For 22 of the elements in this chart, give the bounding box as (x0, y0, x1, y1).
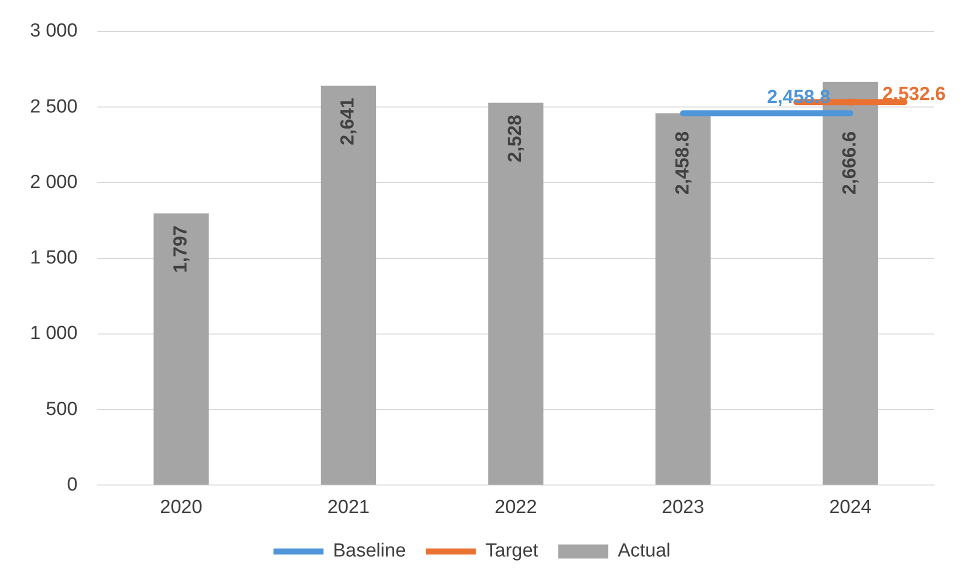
x-tick-label: 2023 (662, 496, 704, 518)
y-tick-label: 1 500 (30, 248, 78, 269)
x-tick-label: 2021 (327, 496, 370, 518)
x-tick-label: 2020 (160, 496, 202, 518)
y-tick-label: 1 000 (30, 323, 78, 344)
data-label: 2,666.6 (840, 131, 861, 195)
y-tick-label: 0 (66, 474, 78, 496)
x-tick-label: 2024 (829, 496, 872, 518)
data-label: 2,532.6 (882, 84, 946, 105)
data-label: 2,641 (338, 97, 359, 146)
y-tick-label: 500 (46, 398, 78, 420)
legend-label: Actual (618, 540, 671, 562)
x-tick-label: 2022 (494, 496, 537, 518)
legend-label: Target (485, 540, 539, 562)
y-tick-label: 2 000 (30, 172, 78, 193)
y-tick-label: 2 500 (30, 96, 78, 118)
data-label: 2,458.8 (672, 131, 694, 195)
data-label: 2,458.8 (766, 87, 830, 108)
data-label: 2,528 (505, 114, 526, 162)
legend-label: Baseline (333, 540, 406, 562)
data-label: 1,797 (170, 225, 192, 273)
y-tick-label: 3 000 (30, 20, 78, 42)
